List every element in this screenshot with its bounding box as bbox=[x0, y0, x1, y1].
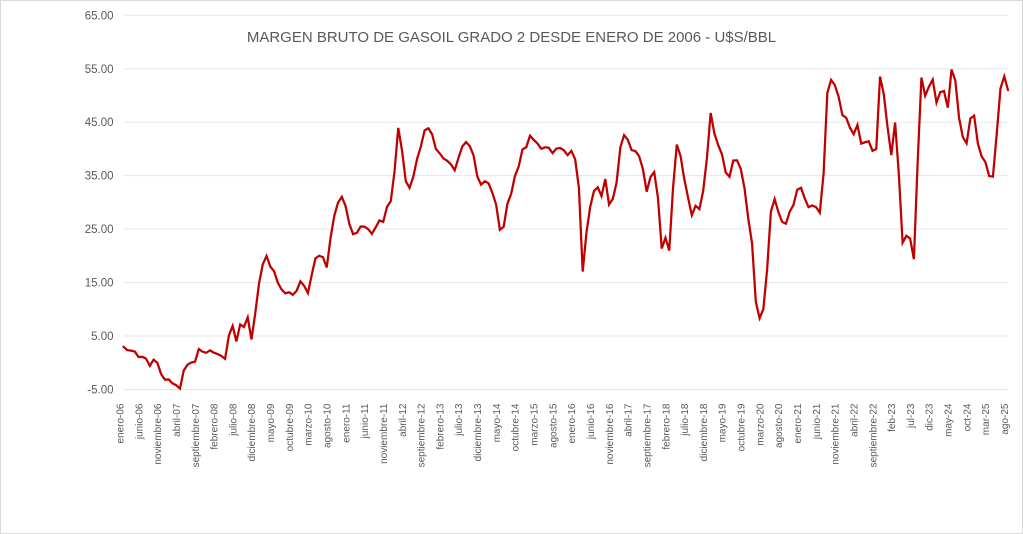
svg-text:jul-23: jul-23 bbox=[906, 403, 917, 429]
svg-text:diciembre-08: diciembre-08 bbox=[247, 403, 258, 461]
svg-text:-5.00: -5.00 bbox=[87, 385, 113, 397]
svg-text:diciembre-18: diciembre-18 bbox=[699, 403, 710, 461]
svg-text:marzo-15: marzo-15 bbox=[530, 403, 541, 446]
svg-text:agosto-15: agosto-15 bbox=[548, 403, 559, 448]
svg-text:noviembre-16: noviembre-16 bbox=[605, 403, 616, 465]
svg-text:enero-06: enero-06 bbox=[116, 403, 127, 443]
svg-text:15.00: 15.00 bbox=[85, 278, 114, 290]
svg-text:febrero-08: febrero-08 bbox=[210, 403, 221, 450]
svg-text:agosto-10: agosto-10 bbox=[323, 403, 334, 448]
svg-text:octubre-14: octubre-14 bbox=[511, 403, 522, 451]
svg-text:septiembre-07: septiembre-07 bbox=[191, 403, 202, 467]
svg-text:55.00: 55.00 bbox=[85, 64, 114, 76]
svg-text:marzo-20: marzo-20 bbox=[755, 403, 766, 446]
svg-text:enero-21: enero-21 bbox=[793, 403, 804, 443]
svg-text:feb-23: feb-23 bbox=[887, 403, 898, 432]
svg-text:octubre-09: octubre-09 bbox=[285, 403, 296, 451]
svg-text:abril-17: abril-17 bbox=[624, 403, 635, 437]
svg-text:julio-13: julio-13 bbox=[454, 403, 465, 437]
svg-text:noviembre-11: noviembre-11 bbox=[379, 403, 390, 464]
svg-text:junio-21: junio-21 bbox=[812, 403, 823, 440]
svg-text:abril-07: abril-07 bbox=[172, 403, 183, 437]
svg-text:enero-16: enero-16 bbox=[567, 403, 578, 443]
svg-text:5.00: 5.00 bbox=[91, 331, 113, 343]
svg-text:oct-24: oct-24 bbox=[962, 403, 973, 431]
svg-text:febrero-13: febrero-13 bbox=[435, 403, 446, 450]
svg-text:45.00: 45.00 bbox=[85, 117, 114, 129]
svg-text:enero-11: enero-11 bbox=[341, 403, 352, 443]
svg-text:dic-23: dic-23 bbox=[925, 403, 936, 431]
svg-text:abril-22: abril-22 bbox=[849, 403, 860, 437]
svg-text:may-24: may-24 bbox=[944, 403, 955, 437]
svg-text:mar-25: mar-25 bbox=[981, 403, 992, 435]
svg-text:mayo-14: mayo-14 bbox=[492, 403, 503, 442]
svg-text:junio-06: junio-06 bbox=[134, 403, 145, 440]
svg-text:noviembre-06: noviembre-06 bbox=[153, 403, 164, 465]
svg-text:abril-12: abril-12 bbox=[398, 403, 409, 437]
svg-text:julio-08: julio-08 bbox=[228, 403, 239, 437]
svg-text:mayo-09: mayo-09 bbox=[266, 403, 277, 442]
svg-text:ago-25: ago-25 bbox=[1000, 403, 1011, 435]
svg-text:septiembre-22: septiembre-22 bbox=[868, 403, 879, 467]
svg-text:septiembre-12: septiembre-12 bbox=[417, 403, 428, 467]
svg-text:marzo-10: marzo-10 bbox=[304, 403, 315, 446]
svg-text:agosto-20: agosto-20 bbox=[774, 403, 785, 448]
svg-text:mayo-19: mayo-19 bbox=[718, 403, 729, 442]
svg-text:junio-16: junio-16 bbox=[586, 403, 597, 440]
svg-text:septiembre-17: septiembre-17 bbox=[642, 403, 653, 467]
svg-text:25.00: 25.00 bbox=[85, 224, 114, 236]
svg-text:diciembre-13: diciembre-13 bbox=[473, 403, 484, 461]
svg-text:65.00: 65.00 bbox=[85, 10, 114, 22]
svg-text:35.00: 35.00 bbox=[85, 171, 114, 183]
svg-text:julio-18: julio-18 bbox=[680, 403, 691, 437]
svg-text:noviembre-21: noviembre-21 bbox=[831, 403, 842, 465]
svg-text:junio-11: junio-11 bbox=[360, 403, 371, 439]
svg-text:febrero-18: febrero-18 bbox=[661, 403, 672, 450]
svg-text:octubre-19: octubre-19 bbox=[737, 403, 748, 451]
